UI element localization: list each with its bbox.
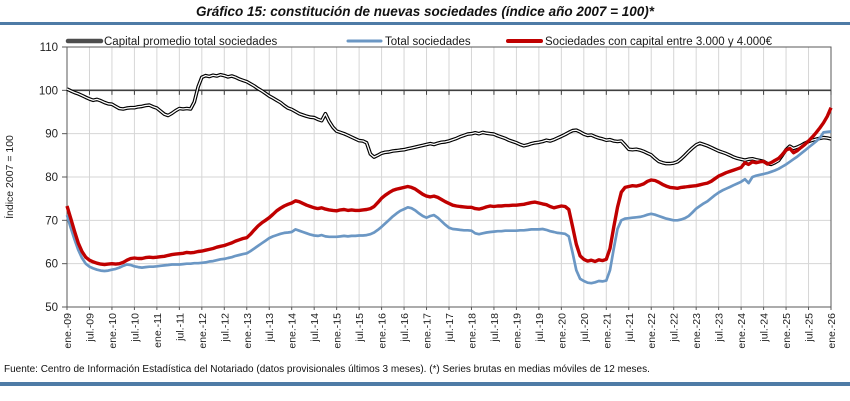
y-axis-label: 110 xyxy=(40,42,58,54)
legend-label: Capital promedio total sociedades xyxy=(104,36,277,48)
x-axis-label: ene.-12 xyxy=(197,313,209,349)
x-axis-label: jul.-16 xyxy=(399,313,411,343)
x-axis-label: jul.-18 xyxy=(489,313,501,343)
series-capital-3000-4000-line xyxy=(65,107,833,267)
legend-item: Total sociedades xyxy=(346,36,471,48)
legend: Capital promedio total sociedades Total s… xyxy=(65,36,773,48)
x-axis-label: ene.-14 xyxy=(287,313,299,349)
x-axis-label: ene.-26 xyxy=(826,313,838,349)
x-axis-label: ene.-22 xyxy=(646,313,658,349)
y-axis-label: 80 xyxy=(45,172,58,184)
x-axis-label: ene.-23 xyxy=(691,313,703,349)
x-axis-label: jul.-14 xyxy=(309,313,321,343)
x-axis-label: jul.-12 xyxy=(219,313,231,343)
x-axis-label: jul.-17 xyxy=(444,313,456,343)
x-axis-label: jul.-19 xyxy=(534,313,546,343)
legend-label: Sociedades con capital entre 3.000 y 4.0… xyxy=(545,36,773,48)
chart-title: Gráfico 15: constitución de nuevas socie… xyxy=(195,4,655,19)
x-axis-label: ene.-11 xyxy=(152,313,164,348)
x-axis-label: ene.-20 xyxy=(556,313,568,349)
x-axis-label: ene.-25 xyxy=(781,313,793,349)
legend-item: Capital promedio total sociedades xyxy=(65,36,277,48)
series-lines xyxy=(65,72,833,285)
y-axis-title: Índice 2007 = 100 xyxy=(3,135,16,219)
series-capital-promedio-center xyxy=(66,74,832,166)
x-axis-label: jul.-10 xyxy=(129,313,141,343)
x-axis-label: jul.-21 xyxy=(624,313,636,343)
x-axis-label: ene.-15 xyxy=(332,313,344,349)
x-axis-label: ene.-16 xyxy=(377,313,389,349)
x-axis-label: jul.-20 xyxy=(579,313,591,343)
x-axis-label: jul.-11 xyxy=(174,313,186,342)
x-axis-label: ene.-24 xyxy=(736,313,748,349)
x-axis-label: jul.-24 xyxy=(759,313,771,343)
x-axis-label: jul.-15 xyxy=(354,313,366,343)
legend-item: Sociedades con capital entre 3.000 y 4.0… xyxy=(506,36,773,48)
x-axis-label: jul.-13 xyxy=(264,313,276,343)
x-axis-label: ene.-18 xyxy=(466,313,478,349)
x-axis-label: jul.-09 xyxy=(84,313,96,343)
y-axis-label: 60 xyxy=(45,259,58,271)
footer-separator-rule xyxy=(0,382,850,386)
y-axis-label: 50 xyxy=(45,302,58,314)
x-axis-label: ene.-21 xyxy=(601,313,613,349)
y-axis-label: 100 xyxy=(39,85,58,97)
source-note: Fuente: Centro de Información Estadístic… xyxy=(4,364,650,375)
x-axis-label: ene.-17 xyxy=(422,313,434,349)
x-axis-label: jul.-23 xyxy=(714,313,726,343)
x-axis-label: jul.-22 xyxy=(669,313,681,343)
x-axis-label: ene.-10 xyxy=(107,313,119,349)
line-chart: 50 60 70 80 90 100 110 Índice 2007 = 100 ene.-09… xyxy=(3,36,838,349)
x-axis-label: ene.-19 xyxy=(511,313,523,349)
y-axis-label: 90 xyxy=(45,129,58,141)
legend-label: Total sociedades xyxy=(385,36,471,48)
x-axis-label: ene.-09 xyxy=(62,313,74,349)
x-axis-label: ene.-13 xyxy=(242,313,254,349)
series-total-sociedades-line xyxy=(65,130,832,285)
y-axis-label: 70 xyxy=(45,215,58,227)
title-separator-rule xyxy=(0,22,850,25)
x-axis-label: jul.-25 xyxy=(804,313,816,343)
